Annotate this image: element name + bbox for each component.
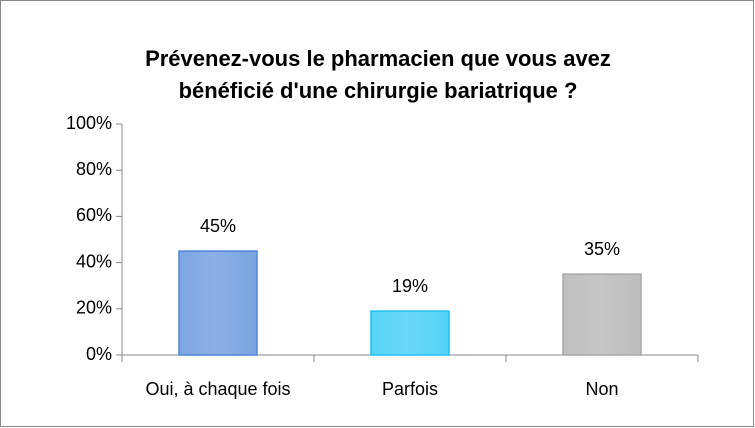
- bar: [370, 310, 450, 356]
- y-tick-label: 60%: [76, 205, 112, 225]
- y-tick-label: 20%: [76, 298, 112, 318]
- x-tick-label: Parfois: [382, 379, 438, 399]
- y-tick-label: 100%: [66, 113, 112, 133]
- bar: [178, 250, 258, 356]
- y-tick-label: 40%: [76, 251, 112, 271]
- value-label: 35%: [584, 239, 620, 259]
- chart-title: bénéficié d'une chirurgie bariatrique ?: [179, 78, 578, 103]
- bar: [562, 273, 642, 356]
- value-label: 19%: [392, 276, 428, 296]
- chart-title: Prévenez-vous le pharmacien que vous ave…: [145, 46, 611, 71]
- y-tick-label: 0%: [86, 344, 112, 364]
- value-label: 45%: [200, 216, 236, 236]
- x-tick-label: Non: [585, 379, 618, 399]
- y-tick-label: 80%: [76, 159, 112, 179]
- x-tick-label: Oui, à chaque fois: [145, 379, 290, 399]
